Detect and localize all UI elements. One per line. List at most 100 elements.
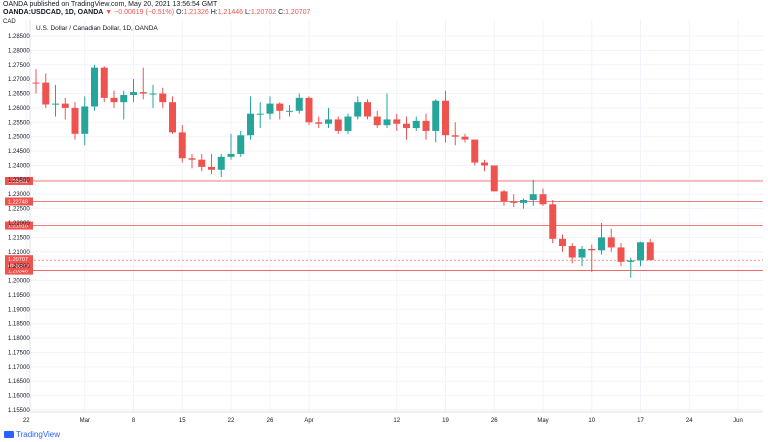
publish-info: OANDA published on TradingView.com, May … <box>3 1 218 8</box>
x-axis-labels: 22 Mar 8 15 22 26 Apr 12 19 26 May 10 17 24 Jun <box>23 418 743 424</box>
y-tick-label: 1.21500 <box>8 235 30 241</box>
candle-body <box>208 166 215 170</box>
candle-body <box>295 97 303 111</box>
axes <box>29 20 763 413</box>
candle-body <box>383 119 391 126</box>
candle-body <box>451 135 459 137</box>
y-tick-label: 1.20000 <box>8 279 30 285</box>
y-tick-label: 1.15500 <box>8 408 30 414</box>
candle-body <box>627 260 635 262</box>
symbol-ohlc-line: OANDA:USDCAD, 1D, OANDA ▼ −0.00619 (−0.5… <box>3 9 310 16</box>
high-value: 1.21446 <box>217 9 244 16</box>
candle-body <box>373 116 381 126</box>
candle-body <box>529 194 537 200</box>
candle-body <box>32 82 40 84</box>
low-value: 1.20702 <box>250 9 277 16</box>
candle-body <box>169 102 176 133</box>
y-tick-label: 1.20500 <box>8 264 30 270</box>
candle-body <box>471 139 479 163</box>
price-level-label: 1.23461 <box>8 179 28 185</box>
y-tick-label: 1.26500 <box>8 92 30 98</box>
y-tick-label: 1.19000 <box>8 307 30 313</box>
x-tick-label: 12 <box>393 418 400 424</box>
candle-body <box>598 237 605 251</box>
x-tick-label: 24 <box>686 418 693 424</box>
candle-body <box>120 94 128 103</box>
candle-body <box>52 103 59 105</box>
candle-body <box>256 113 264 115</box>
x-tick-label: 26 <box>491 418 498 424</box>
x-tick-label: 26 <box>267 418 274 424</box>
candle-body <box>217 156 225 170</box>
x-tick-label: 22 <box>23 418 30 424</box>
candle-body <box>539 194 547 205</box>
low-label: L: <box>244 9 251 16</box>
price-level-badge <box>5 221 33 230</box>
candle-body <box>81 106 89 134</box>
brand-footer[interactable]: TradingView <box>4 430 60 439</box>
y-tick-label: 1.21000 <box>8 250 30 256</box>
candle-body <box>276 103 284 111</box>
candle-body <box>91 67 98 107</box>
candle-body <box>334 119 342 131</box>
close-value: 1.20707 <box>285 9 311 16</box>
y-tick-label: 1.25500 <box>8 120 30 126</box>
candle-body <box>305 97 313 123</box>
open-value: 1.21326 <box>183 9 209 16</box>
price-level-label: 1.20346 <box>8 269 28 275</box>
candle-body <box>510 201 518 203</box>
candle-body <box>637 242 644 261</box>
candle-body <box>61 103 69 108</box>
y-tick-label: 1.27500 <box>8 63 30 69</box>
x-tick-label: May <box>537 418 548 424</box>
x-tick-label: 17 <box>637 418 644 424</box>
candle-body <box>364 102 371 117</box>
last-price-label: 1.20707 <box>8 257 28 263</box>
candle-body <box>159 93 167 103</box>
candle-body <box>432 100 440 131</box>
candle-body <box>227 153 235 157</box>
candle-body <box>481 162 488 166</box>
price-level-badge <box>5 197 33 206</box>
x-tick-label: 8 <box>132 418 136 424</box>
x-tick-label: 19 <box>442 418 449 424</box>
y-tick-label: 1.28500 <box>8 34 30 40</box>
y-tick-label: 1.24500 <box>8 149 30 155</box>
y-tick-label: 1.18500 <box>8 322 30 328</box>
candle-body <box>247 113 254 136</box>
candle-body <box>325 119 332 124</box>
y-tick-label: 1.17000 <box>8 365 30 371</box>
candle-body <box>442 100 449 136</box>
candle-body <box>588 248 596 251</box>
candle-body <box>188 158 196 160</box>
candle-body <box>559 238 566 247</box>
x-tick-label: Jun <box>733 418 743 424</box>
candle-body <box>198 159 206 167</box>
candles <box>32 64 654 278</box>
y-tick-label: 1.23500 <box>8 178 30 184</box>
candle-body <box>403 123 410 129</box>
y-tick-label: 1.17500 <box>8 350 30 356</box>
candle-body <box>568 246 576 258</box>
candle-body <box>500 191 508 202</box>
chart-title: U.S. Dollar / Canadian Dollar, 1D, OANDA <box>36 25 158 32</box>
x-tick-label: 15 <box>179 418 186 424</box>
x-tick-label: 10 <box>588 418 595 424</box>
y-tick-label: 1.18000 <box>8 336 30 342</box>
symbol-name: OANDA:USDCAD, 1D, OANDA <box>3 9 104 16</box>
last-price-countdown: 07:03:07 <box>8 264 29 270</box>
price-level-badge <box>5 266 33 275</box>
price-level-label: 1.22748 <box>8 199 28 205</box>
y-tick-label: 1.22500 <box>8 207 30 213</box>
candle-body <box>578 248 586 258</box>
open-label: O: <box>176 9 184 16</box>
candle-body <box>617 247 625 262</box>
price-change: ▼ −0.00619 (−0.51%) <box>105 9 175 16</box>
y-tick-label: 1.19500 <box>8 293 30 299</box>
y-tick-label: 1.28000 <box>8 48 30 54</box>
candle-body <box>607 237 615 248</box>
candle-body <box>520 199 527 203</box>
y-tick-label: 1.27000 <box>8 77 30 83</box>
candle-body <box>149 93 157 95</box>
